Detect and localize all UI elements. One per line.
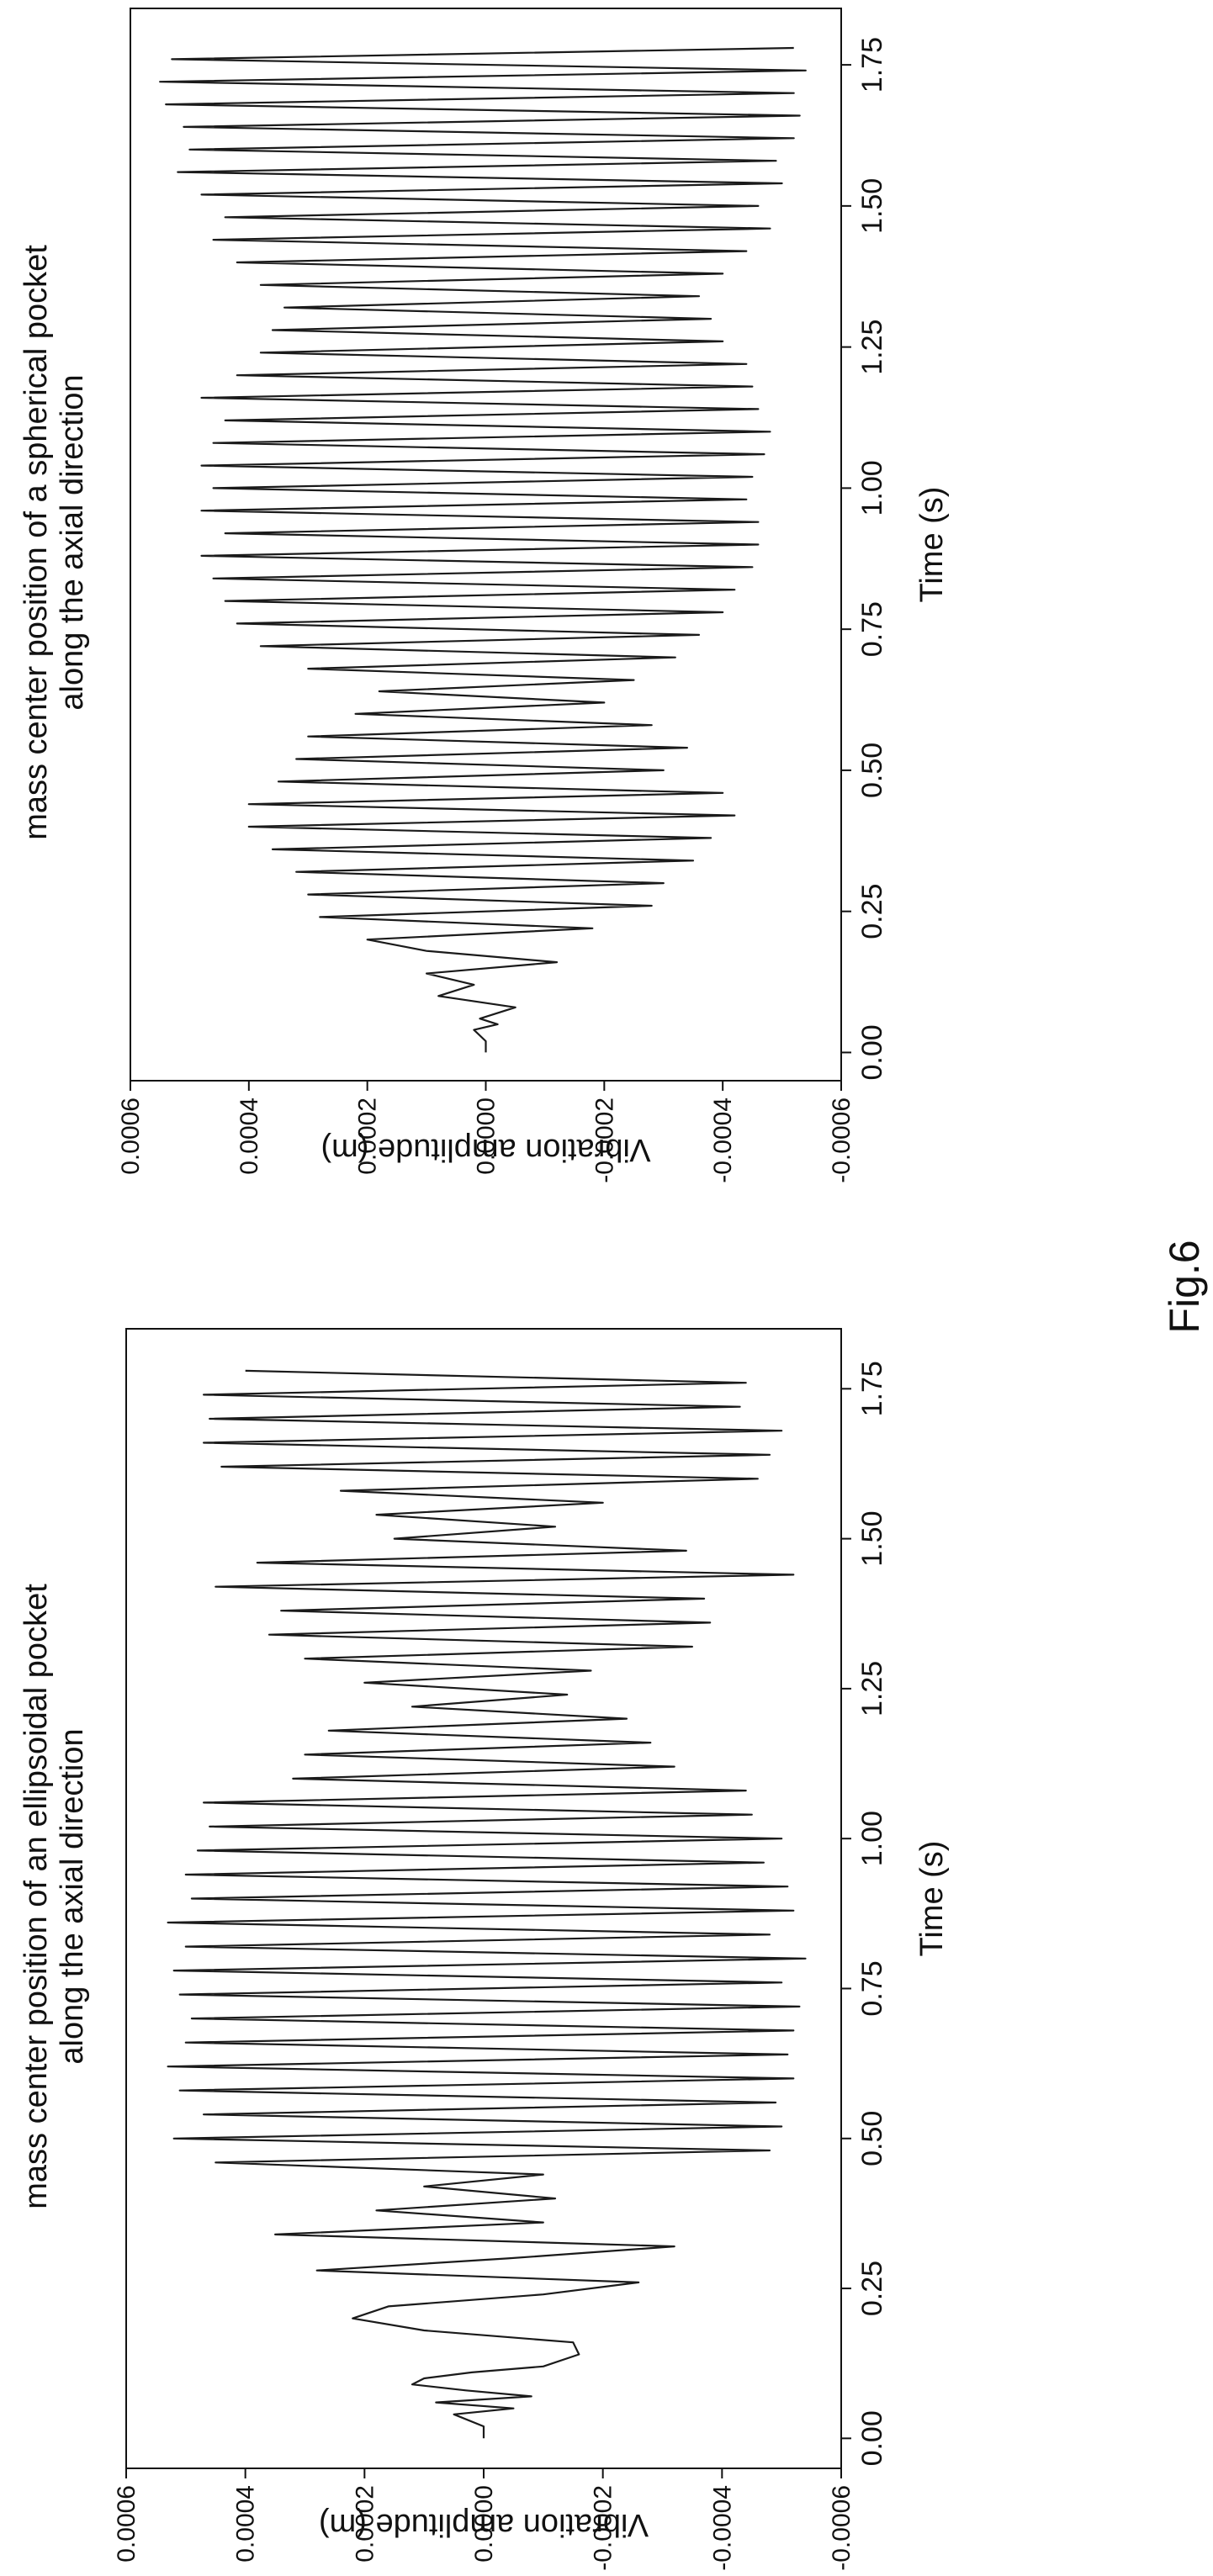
y-tick-label: 0.0000 xyxy=(470,2485,498,2563)
series-line xyxy=(159,46,807,1053)
x-tick-label: 0.50 xyxy=(856,743,888,798)
y-axis-label: Vibration amplitude (m) xyxy=(319,2507,649,2542)
y-tick-label: -0.0004 xyxy=(709,1098,737,1183)
x-tick-label: 0.75 xyxy=(856,1960,888,2016)
y-tick-label: -0.0006 xyxy=(828,1098,855,1183)
chart-title-line2: along the axial direction xyxy=(55,1728,90,2064)
chart-title-line1: mass center position of a spherical pock… xyxy=(19,245,54,840)
x-axis-label: Time (s) xyxy=(914,1841,950,1957)
x-tick-label: 1.50 xyxy=(856,1511,888,1567)
y-tick-label: -0.0002 xyxy=(591,1098,618,1183)
y-tick-label: 0.0002 xyxy=(351,2485,379,2563)
x-tick-label: 0.25 xyxy=(856,884,888,939)
y-tick-label: 0.0006 xyxy=(113,2485,140,2563)
y-tick-label: -0.0002 xyxy=(590,2485,617,2571)
chart-title-line1: mass center position of an ellipsoidal p… xyxy=(19,1584,54,2209)
figure-label: Fig.6 xyxy=(1161,1240,1208,1333)
y-tick-label: 0.0002 xyxy=(354,1098,382,1175)
x-tick-label: 1.25 xyxy=(856,1661,888,1716)
y-tick-label: -0.0006 xyxy=(828,2485,855,2571)
y-axis-label: Vibration amplitude (m) xyxy=(320,1132,650,1167)
x-tick-label: 0.00 xyxy=(856,1024,888,1080)
x-tick-label: 1.75 xyxy=(856,37,888,93)
y-tick-label: -0.0004 xyxy=(708,2485,736,2571)
y-tick-label: 0.0004 xyxy=(236,1098,263,1175)
x-tick-label: 0.25 xyxy=(856,2261,888,2316)
x-tick-label: 1.50 xyxy=(856,178,888,234)
x-tick-label: 0.00 xyxy=(856,2410,888,2466)
chart-ellipsoidal-pocket: 0.0006 0.0004 0.0002 0.0000 -0.0002 -0.0004 -0… xyxy=(19,1328,950,2571)
x-tick-label: 0.50 xyxy=(856,2111,888,2166)
y-tick-label: 0.0006 xyxy=(117,1098,145,1175)
y-tick-label: 0.0000 xyxy=(473,1098,501,1175)
chart-title-line2: along the axial direction xyxy=(55,374,90,710)
x-tick-label: 0.75 xyxy=(856,601,888,657)
x-axis-label: Time (s) xyxy=(914,487,950,603)
x-tick-label: 1.00 xyxy=(856,460,888,516)
x-tick-label: 1.25 xyxy=(856,320,888,375)
y-tick-label: 0.0004 xyxy=(232,2485,260,2563)
series-line xyxy=(167,1369,807,2439)
chart-spherical-pocket: 0.0006 0.0004 0.0002 0.0000 -0.0002 -0.0004 -0… xyxy=(19,8,950,1183)
x-tick-label: 1.00 xyxy=(856,1811,888,1866)
x-tick-label: 1.75 xyxy=(856,1361,888,1416)
